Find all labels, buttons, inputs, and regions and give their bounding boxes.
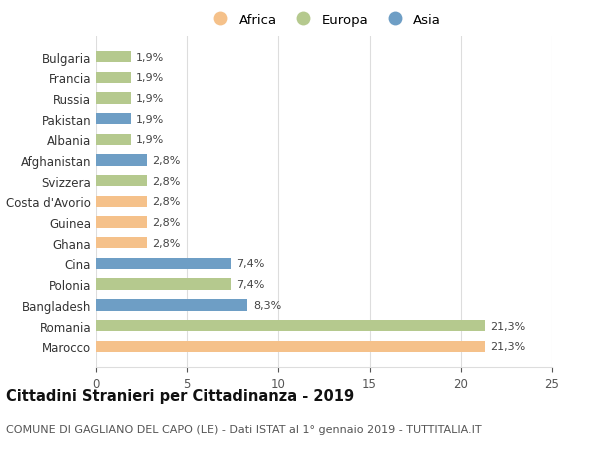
- Text: 1,9%: 1,9%: [136, 52, 164, 62]
- Bar: [96, 155, 147, 166]
- Text: 1,9%: 1,9%: [136, 73, 164, 83]
- Text: 2,8%: 2,8%: [152, 218, 181, 228]
- Text: 1,9%: 1,9%: [136, 94, 164, 104]
- Text: 2,8%: 2,8%: [152, 238, 181, 248]
- Text: 7,4%: 7,4%: [236, 259, 265, 269]
- Bar: [96, 93, 131, 104]
- Bar: [96, 73, 131, 84]
- Bar: [96, 341, 485, 352]
- Bar: [96, 217, 147, 228]
- Text: 21,3%: 21,3%: [490, 321, 525, 331]
- Bar: [96, 52, 131, 63]
- Text: COMUNE DI GAGLIANO DEL CAPO (LE) - Dati ISTAT al 1° gennaio 2019 - TUTTITALIA.IT: COMUNE DI GAGLIANO DEL CAPO (LE) - Dati …: [6, 425, 482, 435]
- Text: 7,4%: 7,4%: [236, 280, 265, 290]
- Bar: [96, 320, 485, 331]
- Text: Cittadini Stranieri per Cittadinanza - 2019: Cittadini Stranieri per Cittadinanza - 2…: [6, 388, 354, 403]
- Text: 21,3%: 21,3%: [490, 341, 525, 352]
- Bar: [96, 114, 131, 125]
- Bar: [96, 196, 147, 207]
- Text: 1,9%: 1,9%: [136, 135, 164, 145]
- Text: 2,8%: 2,8%: [152, 176, 181, 186]
- Bar: [96, 134, 131, 146]
- Bar: [96, 176, 147, 187]
- Text: 2,8%: 2,8%: [152, 156, 181, 166]
- Bar: [96, 238, 147, 249]
- Bar: [96, 300, 247, 311]
- Text: 8,3%: 8,3%: [253, 300, 281, 310]
- Bar: [96, 279, 231, 290]
- Legend: Africa, Europa, Asia: Africa, Europa, Asia: [207, 14, 441, 27]
- Text: 1,9%: 1,9%: [136, 114, 164, 124]
- Text: 2,8%: 2,8%: [152, 197, 181, 207]
- Bar: [96, 258, 231, 269]
